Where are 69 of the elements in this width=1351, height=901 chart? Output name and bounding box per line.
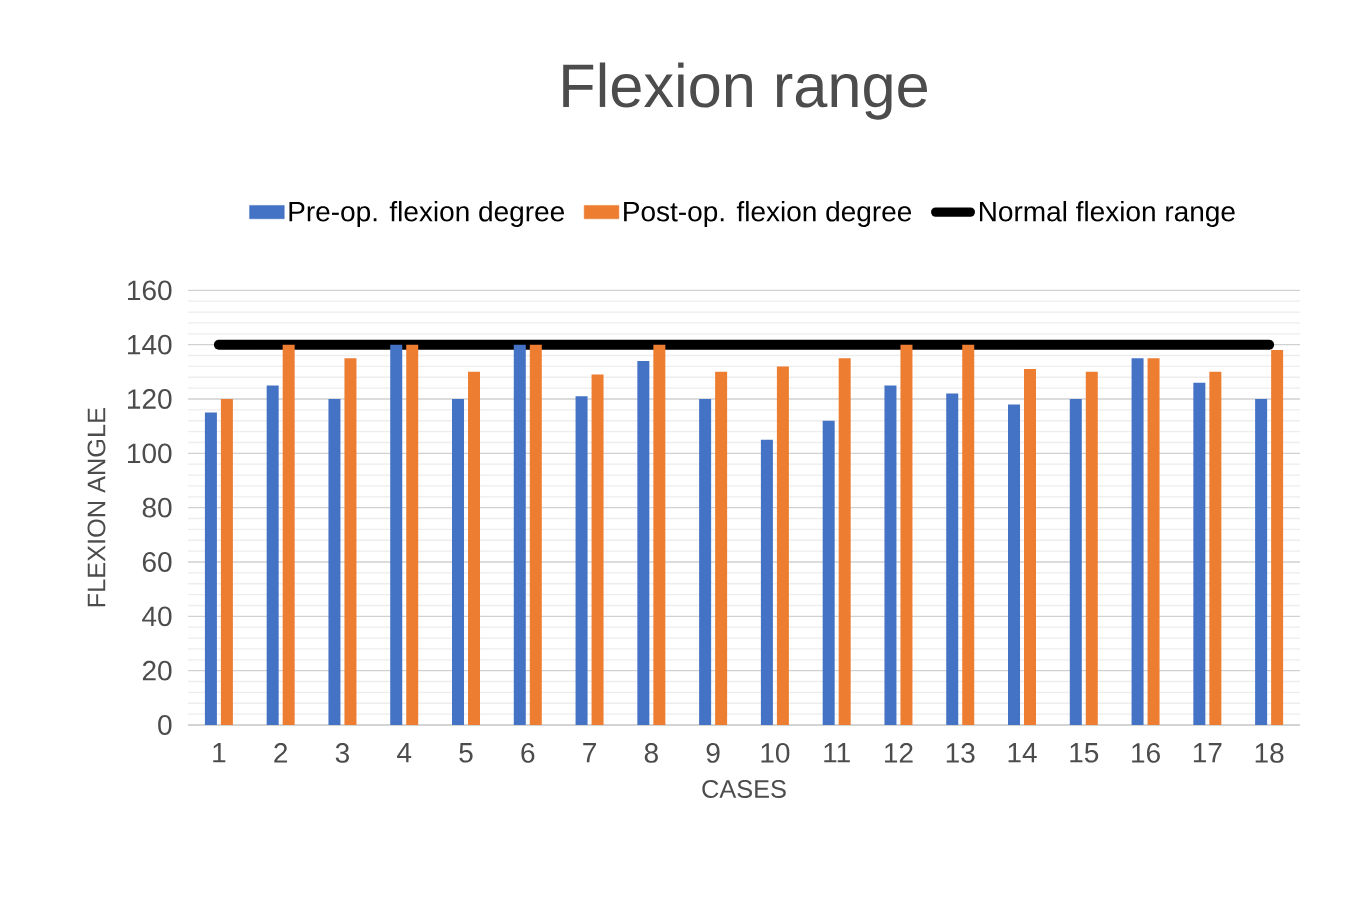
bar (760, 439, 773, 725)
bar (900, 344, 913, 725)
x-tick-label: 17 (1193, 743, 1222, 763)
bar (822, 420, 835, 725)
bar (390, 344, 403, 725)
bar (946, 393, 959, 725)
bar (776, 366, 789, 725)
x-tick-label: 6 (521, 743, 535, 763)
legend-label: Pre-op. flexion degree (289, 200, 564, 228)
bar (344, 358, 357, 725)
bar (1069, 399, 1082, 725)
y-tick-label: 20 (142, 660, 172, 681)
y-tick-label: 120 (128, 389, 172, 409)
x-tick-label: 2 (274, 743, 288, 763)
legend-label: Normal flexion range (979, 200, 1235, 228)
bar (637, 360, 650, 725)
y-tick-label: 160 (128, 280, 172, 301)
bar (1085, 371, 1098, 725)
x-tick-label: 10 (761, 743, 790, 763)
bar (513, 344, 526, 725)
legend-label: Post-op. flexion degree (624, 200, 912, 228)
y-axis-title: FLEXION ANGLE (87, 408, 106, 607)
x-tick-label: 5 (459, 743, 473, 763)
x-tick-label: 12 (885, 743, 913, 763)
bar (962, 344, 975, 725)
bar (220, 399, 233, 725)
x-tick-label: 15 (1070, 743, 1099, 763)
y-tick-label: 100 (128, 443, 172, 464)
bar (699, 399, 712, 725)
bar (1209, 371, 1222, 725)
bar (1193, 382, 1206, 725)
x-tick-label: 16 (1132, 743, 1160, 763)
bar (1131, 358, 1144, 725)
bar (204, 412, 217, 725)
x-tick-label: 13 (946, 743, 975, 763)
y-tick-label: 60 (142, 552, 172, 572)
x-tick-label: 3 (335, 743, 350, 763)
bar (1271, 350, 1284, 725)
bar (838, 358, 851, 725)
bar (1255, 399, 1268, 725)
bar (653, 344, 666, 725)
y-tick-label: 140 (128, 334, 172, 355)
bar (715, 371, 728, 725)
x-tick-label: 18 (1255, 743, 1284, 763)
y-tick-label: 0 (158, 715, 172, 735)
bar (328, 399, 341, 725)
bar (1024, 369, 1037, 725)
bar (406, 344, 419, 725)
x-tick-label: 8 (644, 743, 658, 763)
bar (282, 344, 295, 725)
x-tick-label: 1 (213, 743, 226, 763)
chart-title: Flexion range (563, 62, 927, 120)
bar (1147, 358, 1160, 725)
x-tick-label: 9 (706, 743, 720, 763)
bar (468, 371, 481, 725)
bar (575, 396, 588, 725)
bar (452, 399, 465, 725)
bar (884, 385, 897, 725)
x-axis-title: CASES (702, 780, 786, 798)
x-tick-label: 14 (1008, 743, 1037, 763)
y-tick-label: 40 (142, 606, 172, 627)
x-tick-label: 4 (397, 743, 412, 763)
y-tick-label: 80 (142, 497, 172, 518)
x-tick-label: 7 (583, 743, 596, 763)
x-tick-label: 11 (824, 743, 850, 763)
bar (266, 385, 279, 725)
bar (591, 374, 604, 725)
bar (1008, 404, 1021, 725)
bar (529, 344, 542, 725)
